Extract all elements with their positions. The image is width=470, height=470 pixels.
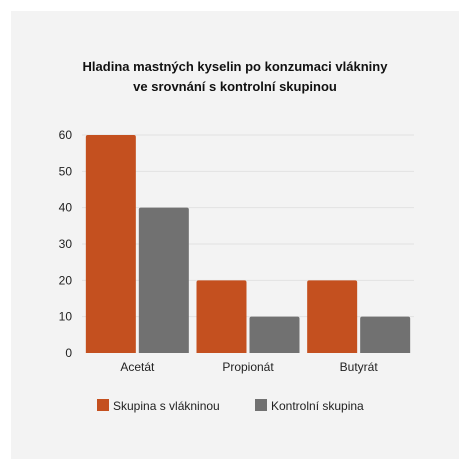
y-tick-label: 40 <box>59 201 73 215</box>
bar-fiber <box>196 280 247 353</box>
y-tick-label: 10 <box>59 310 73 324</box>
chart-background <box>11 11 459 459</box>
x-category-label: Butyrát <box>340 360 379 374</box>
y-tick-label: 50 <box>59 164 73 178</box>
legend: Skupina s vlákninou Kontrolní skupina <box>97 399 364 413</box>
y-axis-ticks: 0 10 20 30 40 50 60 <box>59 128 73 360</box>
y-tick-label: 20 <box>59 273 73 287</box>
bar-control <box>138 207 189 353</box>
bar-control <box>249 316 300 353</box>
chart-title-line-2: ve srovnání s kontrolní skupinou <box>133 79 337 94</box>
bar-control <box>360 316 411 353</box>
bar-fiber <box>85 135 136 353</box>
bar-fiber <box>307 280 358 353</box>
legend-fiber-swatch <box>97 399 109 411</box>
bars <box>85 135 411 353</box>
legend-control-label: Kontrolní skupina <box>271 399 364 413</box>
y-tick-label: 0 <box>65 346 72 360</box>
chart-title-line-1: Hladina mastných kyselin po konzumaci vl… <box>83 59 389 74</box>
x-axis-categories: Acetát Propionát Butyrát <box>120 360 378 374</box>
y-tick-label: 30 <box>59 237 73 251</box>
x-category-label: Acetát <box>120 360 155 374</box>
x-category-label: Propionát <box>222 360 274 374</box>
gridlines <box>82 134 414 318</box>
y-tick-label: 60 <box>59 128 73 142</box>
legend-fiber-label: Skupina s vlákninou <box>113 399 220 413</box>
legend-control-swatch <box>255 399 267 411</box>
